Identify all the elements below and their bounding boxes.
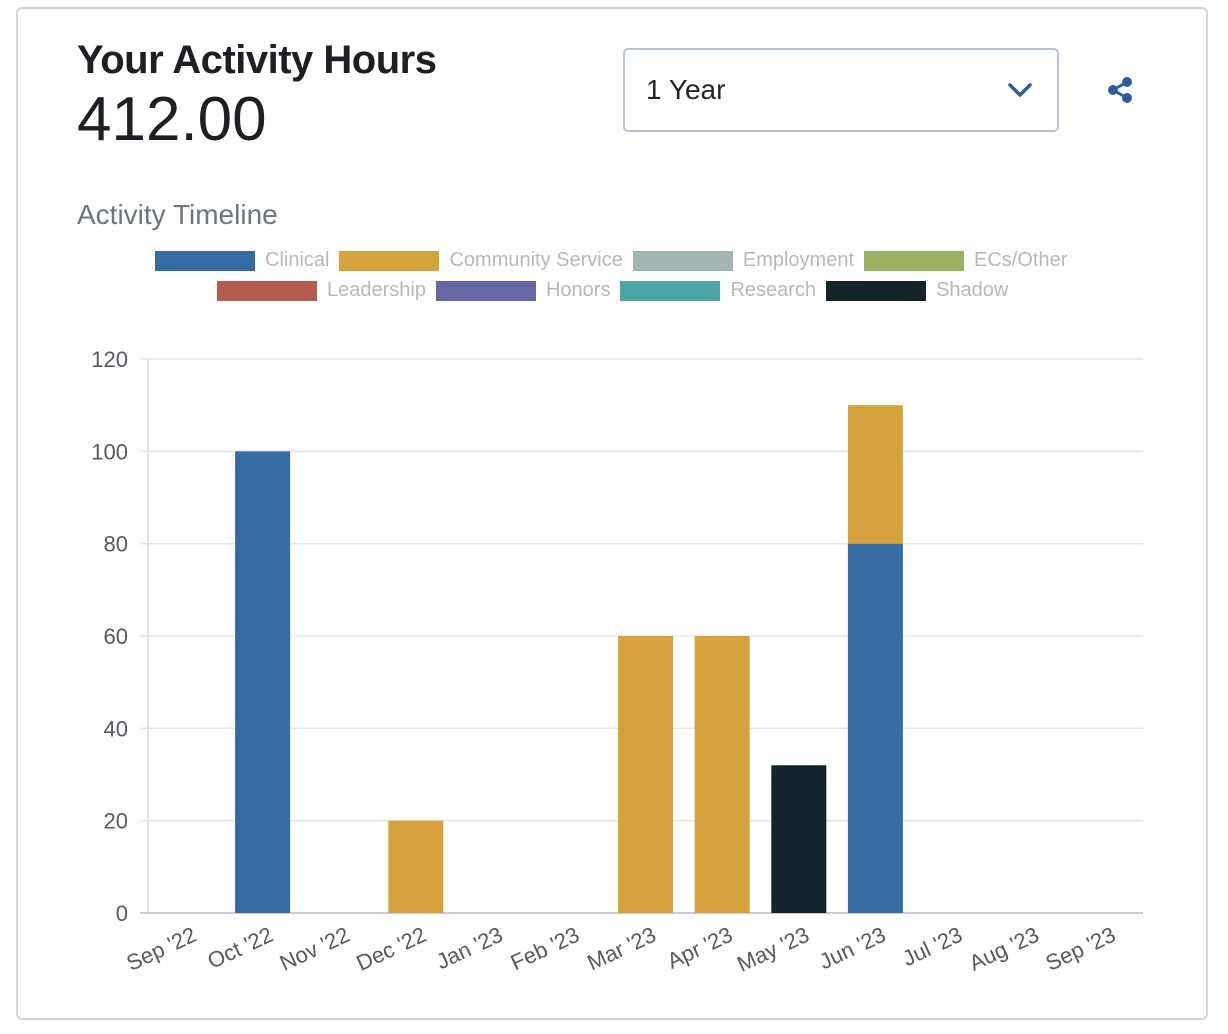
x-tick-label: Aug '23 [965, 922, 1043, 976]
legend-label: Community Service [449, 249, 623, 271]
legend-swatch [632, 250, 733, 271]
bar [235, 451, 291, 913]
page-title: Your Activity Hours [77, 38, 437, 82]
x-tick-label: Feb '23 [507, 922, 583, 975]
share-icon[interactable] [1105, 75, 1135, 105]
legend-item[interactable]: Community Service [339, 249, 623, 272]
legend-item[interactable]: Shadow [826, 279, 1008, 302]
y-tick-label: 20 [104, 809, 128, 834]
x-tick-label: Sep '22 [123, 922, 201, 976]
legend-swatch [864, 250, 965, 271]
x-tick-label: Jun '23 [815, 922, 889, 974]
legend-label: ECs/Other [974, 249, 1068, 271]
legend-label: Leadership [327, 279, 426, 301]
legend-swatch [826, 280, 927, 301]
x-tick-label: Jan '23 [432, 922, 506, 974]
legend-label: Research [730, 279, 817, 301]
legend-item[interactable]: Research [620, 279, 816, 302]
chart-title: Activity Timeline [77, 199, 278, 230]
y-tick-label: 80 [104, 532, 128, 557]
bar [847, 405, 903, 544]
y-tick-label: 60 [104, 624, 128, 649]
legend-row: Leadership Honors Research Shadow [217, 279, 1008, 302]
y-tick-label: 120 [91, 347, 128, 372]
legend-label: Employment [742, 249, 855, 271]
legend-label: Shadow [936, 279, 1009, 301]
x-tick-label: Sep '23 [1042, 922, 1120, 976]
chevron-down-icon [1008, 83, 1032, 97]
x-tick-label: Jul '23 [899, 922, 967, 971]
legend-row: Clinical Community Service Employment ECs/O… [155, 249, 1067, 272]
x-tick-label: Apr '23 [663, 922, 736, 974]
period-select[interactable]: 1 Year [623, 48, 1059, 132]
legend-swatch [339, 250, 440, 271]
bar [388, 820, 444, 913]
x-tick-label: Mar '23 [583, 922, 659, 975]
legend-item[interactable]: ECs/Other [864, 249, 1067, 272]
legend-item[interactable]: Honors [435, 279, 611, 302]
legend-label: Clinical [265, 249, 330, 271]
x-tick-label: Dec '22 [352, 922, 430, 976]
legend-swatch [217, 280, 317, 301]
total-hours-value: 412.00 [77, 85, 267, 154]
bar [771, 765, 827, 913]
legend-item[interactable]: Employment [632, 249, 855, 272]
legend-swatch [435, 280, 536, 301]
x-tick-label: Nov '22 [276, 922, 354, 976]
x-tick-label: Oct '22 [204, 922, 277, 974]
y-tick-label: 0 [116, 901, 128, 926]
legend-label: Honors [545, 279, 611, 301]
y-tick-label: 40 [104, 716, 128, 741]
legend-item[interactable]: Clinical [155, 249, 329, 272]
period-select-value: 1 Year [646, 74, 726, 105]
x-tick-label: May '23 [733, 922, 813, 977]
legend-swatch [620, 280, 721, 301]
bar [847, 543, 903, 913]
y-tick-label: 100 [91, 439, 128, 464]
bar [694, 636, 750, 913]
bar [618, 636, 674, 913]
legend-item[interactable]: Leadership [217, 279, 426, 302]
activity-hours-card [16, 7, 1208, 1020]
legend-swatch [155, 250, 255, 271]
